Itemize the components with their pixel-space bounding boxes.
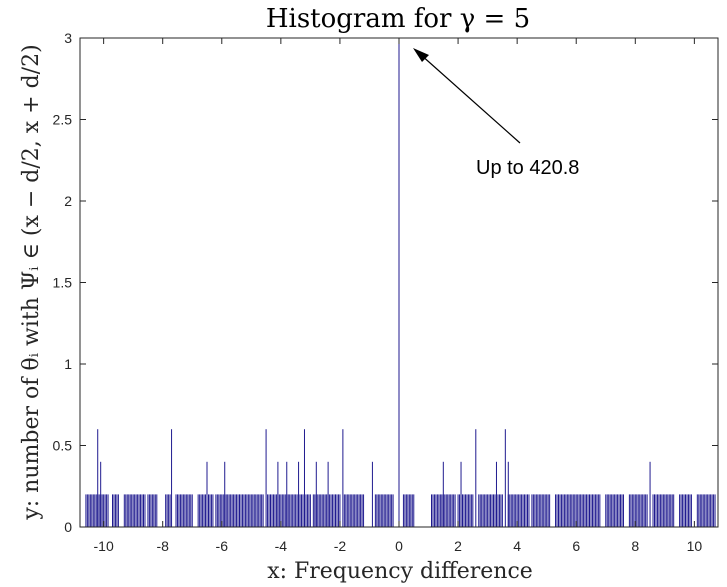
y-axis-tick-labels: 0 0.5 1 1.5 2 2.5 3 (53, 30, 73, 535)
x-axis-ticks (103, 38, 695, 527)
x-tick-label: 4 (513, 538, 521, 554)
y-tick-label: 0.5 (53, 438, 73, 454)
x-tick-label: 0 (395, 538, 403, 554)
histogram-bars (85, 38, 716, 527)
x-tick-label: -8 (156, 538, 169, 554)
y-tick-label: 3 (64, 30, 72, 46)
y-tick-label: 1.5 (53, 275, 73, 291)
x-tick-label: -10 (94, 538, 114, 554)
chart-title: Histogram for γ = 5 (266, 4, 530, 34)
annotation-arrowhead (413, 48, 429, 62)
x-tick-label: 10 (687, 538, 703, 554)
peak-annotation: Up to 420.8 (413, 48, 579, 179)
x-tick-label: 8 (631, 538, 639, 554)
annotation-arrow-line (419, 53, 521, 144)
y-axis-ticks (80, 37, 718, 528)
annotation-text: Up to 420.8 (476, 157, 579, 179)
y-tick-label: 0 (64, 519, 72, 535)
x-tick-label: -6 (216, 538, 229, 554)
y-tick-label: 2.5 (53, 112, 73, 128)
x-axis-label: x: Frequency difference (267, 559, 533, 584)
x-tick-label: -2 (334, 538, 347, 554)
y-tick-label: 1 (64, 356, 72, 372)
x-tick-label: -4 (275, 538, 288, 554)
x-tick-label: 6 (572, 538, 580, 554)
y-tick-label: 2 (64, 193, 72, 209)
x-tick-label: 2 (454, 538, 462, 554)
x-axis-tick-labels: -10 -8 -6 -4 -2 0 2 4 6 8 10 (94, 538, 703, 554)
y-axis-label: y: number of θᵢ with Ψᵢ ∈ (x − d/2, x + … (19, 44, 44, 520)
